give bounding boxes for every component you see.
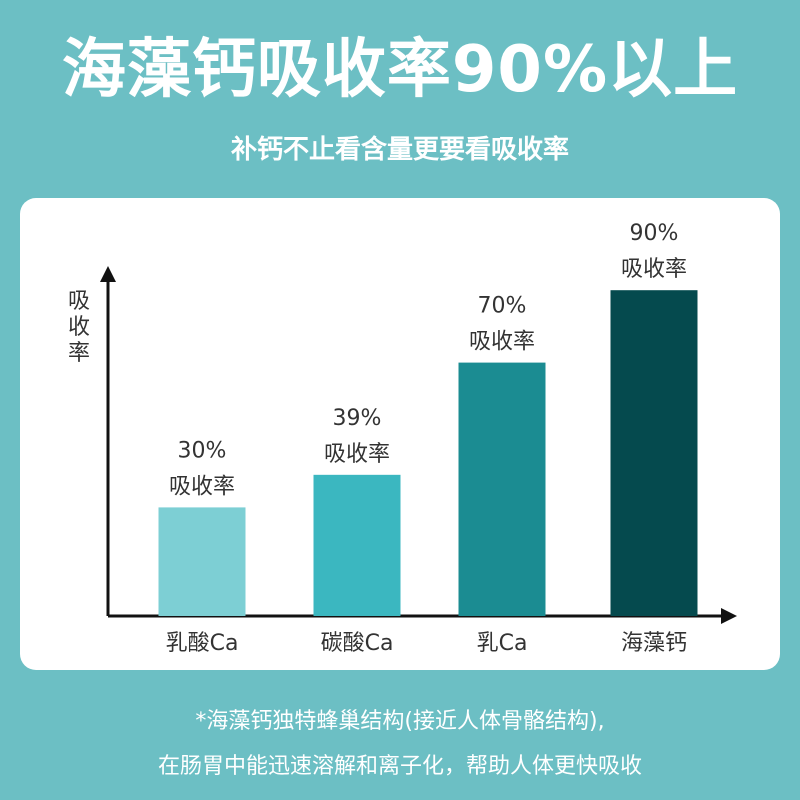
x-tick-label: 乳Ca [477, 631, 528, 656]
bar-value-sublabel: 吸收率 [169, 474, 235, 499]
bar-4 [610, 290, 698, 616]
page-title: 海藻钙吸收率90%以上 [61, 33, 739, 107]
y-axis-label-char: 率 [68, 341, 90, 366]
bar-value-sublabel: 吸收率 [324, 442, 390, 467]
bar-value-label: 30% [178, 438, 227, 463]
y-axis-label-char: 收 [68, 315, 90, 340]
bar-3 [458, 362, 546, 616]
x-tick-label: 碳酸Ca [321, 631, 394, 656]
bar-value-label: 90% [630, 221, 679, 246]
x-tick-label: 海藻钙 [621, 631, 687, 656]
x-axis-arrow [721, 608, 737, 624]
bar-2 [313, 474, 401, 616]
chart-panel: 吸收率 30% 吸收率乳酸Ca 39% 吸收率碳酸Ca 70% 吸收率乳Ca 90% 吸收率海藻… [20, 198, 780, 670]
footnote-line-1: *海藻钙独特蜂巢结构(接近人体骨骼结构), [195, 709, 605, 734]
footnote-line-2: 在肠胃中能迅速溶解和离子化，帮助人体更快吸收 [157, 754, 642, 779]
x-tick-label: 乳酸Ca [166, 631, 239, 656]
bar-1 [158, 507, 246, 616]
bar-value-sublabel: 吸收率 [469, 330, 535, 355]
bar-value-label: 39% [333, 406, 382, 431]
y-axis-arrow [100, 266, 116, 282]
y-axis-label-char: 吸 [68, 289, 90, 314]
bar-value-sublabel: 吸收率 [621, 257, 687, 282]
page-subtitle: 补钙不止看含量更要看吸收率 [230, 135, 569, 165]
bar-value-label: 70% [478, 294, 527, 319]
